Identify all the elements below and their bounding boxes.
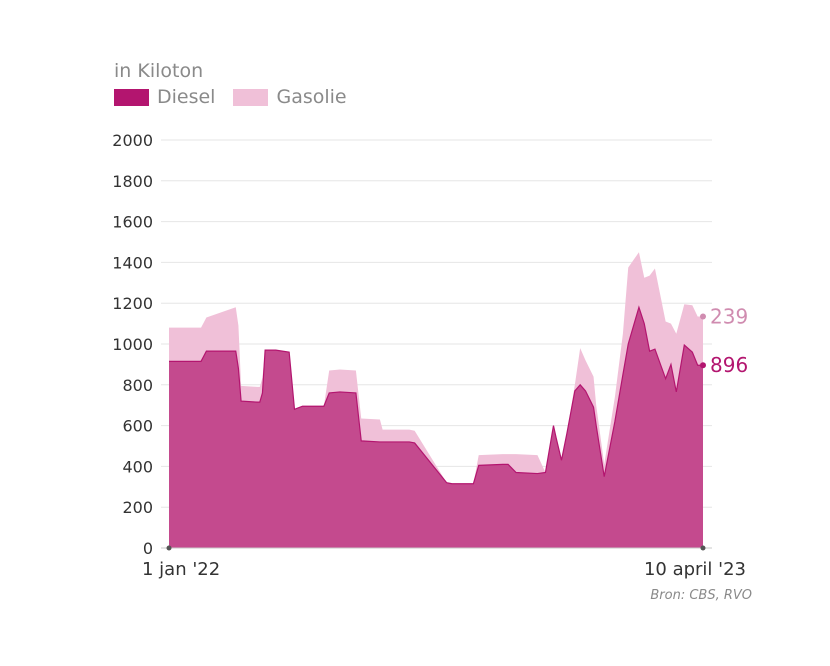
legend: Diesel Gasolie bbox=[114, 86, 365, 108]
x-axis-start-dot bbox=[166, 545, 172, 551]
chart-subtitle: in Kiloton bbox=[114, 60, 204, 82]
area-layer bbox=[169, 252, 703, 548]
y-tick-label: 1000 bbox=[112, 335, 153, 354]
y-tick-label: 0 bbox=[143, 539, 153, 558]
y-tick-label: 800 bbox=[122, 376, 153, 395]
legend-swatch-diesel bbox=[114, 88, 149, 106]
legend-item-gasolie: Gasolie bbox=[233, 86, 347, 108]
end-label-gasolie: 239 bbox=[710, 304, 748, 328]
y-tick-label: 1800 bbox=[112, 172, 153, 191]
legend-item-diesel: Diesel bbox=[114, 86, 215, 108]
y-tick-label: 400 bbox=[122, 457, 153, 476]
legend-swatch-gasolie bbox=[233, 88, 269, 106]
y-tick-label: 2000 bbox=[112, 131, 153, 150]
legend-label-gasolie: Gasolie bbox=[276, 86, 347, 108]
end-label-diesel: 896 bbox=[710, 353, 748, 377]
label-layer: 239 896 bbox=[700, 304, 748, 377]
end-dot-diesel bbox=[700, 362, 706, 369]
series-line-diesel bbox=[169, 305, 703, 485]
x-tick-label-end: 10 april '23 bbox=[644, 559, 746, 580]
legend-label-diesel: Diesel bbox=[157, 86, 216, 108]
x-tick-label-start: 1 jan '22 bbox=[142, 559, 220, 580]
y-tick-label: 1400 bbox=[112, 253, 153, 272]
series-area-diesel bbox=[169, 307, 703, 548]
y-tick-label: 1200 bbox=[112, 294, 153, 313]
y-tick-label: 200 bbox=[122, 498, 153, 517]
source-note: Bron: CBS, RVO bbox=[650, 588, 752, 603]
x-axis-end-dot bbox=[700, 545, 706, 551]
axis-layer: 0 200 400 600 800 1000 1200 1400 1600 1800 2000 1 j… bbox=[112, 131, 746, 580]
y-tick-label: 1600 bbox=[112, 213, 153, 232]
end-dot-gasolie bbox=[700, 313, 706, 320]
y-tick-label: 600 bbox=[122, 417, 153, 436]
